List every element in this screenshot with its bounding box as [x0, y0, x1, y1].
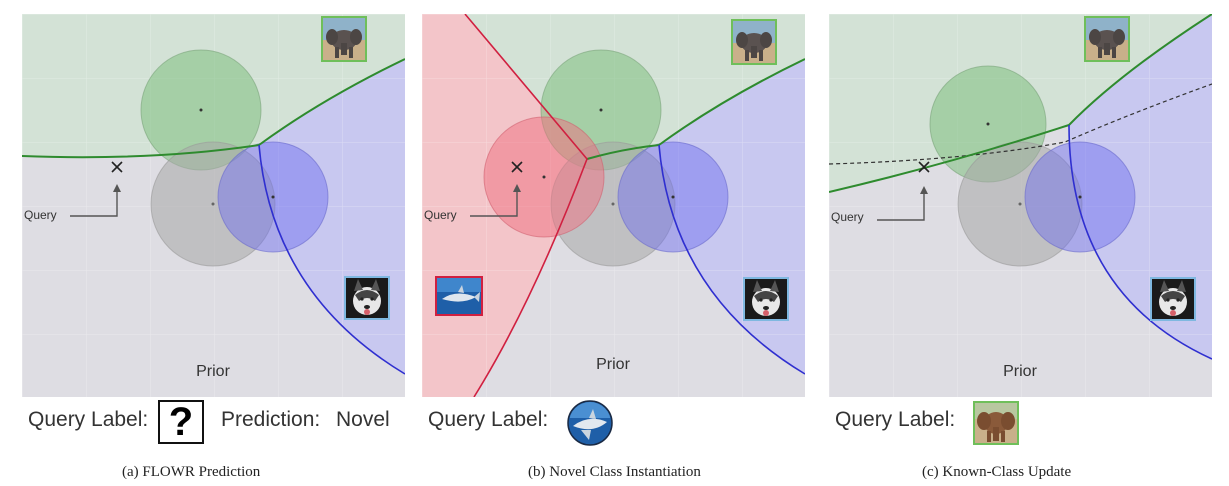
query-label-text: Query Label:	[28, 408, 149, 431]
query-label-text: Query Label:	[835, 408, 956, 431]
dog-boundary-line	[1068, 124, 1212, 360]
prior-label: Prior	[1003, 363, 1037, 380]
elephant-thumbnail-icon	[973, 401, 1019, 445]
panel-b: Query Prior	[422, 14, 805, 397]
query-text: Query	[831, 210, 864, 224]
caption-a: (a) FLOWR Prediction	[122, 464, 261, 480]
prior-label: Prior	[196, 363, 230, 380]
caption-b: (b) Novel Class Instantiation	[528, 464, 701, 480]
shark-thumbnail-icon	[567, 400, 613, 446]
shark-thumbnail-icon	[435, 276, 483, 316]
panel-c-diagram: Query Prior	[829, 14, 1212, 397]
caption-c: (c) Known-Class Update	[922, 464, 1072, 480]
shark-boundary-line	[464, 14, 588, 397]
panel-a: Query Prior	[22, 14, 405, 397]
panel-a-diagram: Query Prior	[22, 14, 405, 397]
dog-boundary-line	[258, 144, 405, 375]
arrow-icon	[70, 190, 118, 217]
elephant-thumbnail-icon	[731, 19, 777, 65]
husky-thumbnail-icon	[344, 276, 390, 320]
panel-b-diagram: Query Prior	[422, 14, 805, 397]
cross-marker-icon	[918, 161, 930, 173]
cross-marker-icon	[511, 161, 523, 173]
previous-boundary-line	[829, 83, 1212, 165]
husky-thumbnail-icon	[743, 277, 789, 321]
query-text: Query	[424, 208, 457, 222]
prediction-text: Prediction:	[221, 408, 321, 431]
query-text: Query	[24, 208, 57, 222]
cross-marker-icon	[111, 161, 123, 173]
husky-thumbnail-icon	[1150, 277, 1196, 321]
arrow-icon	[877, 192, 925, 221]
prior-label: Prior	[596, 356, 630, 373]
unknown-label-box: ?	[158, 400, 204, 444]
dog-boundary-line	[658, 144, 805, 375]
query-label-text: Query Label:	[428, 408, 549, 431]
elephant-thumbnail-icon	[321, 16, 367, 62]
panel-c: Query Prior	[829, 14, 1212, 397]
prediction-value: Novel	[336, 408, 390, 431]
elephant-thumbnail-icon	[1084, 16, 1130, 62]
elephant-boundary-line	[586, 58, 805, 160]
arrow-icon	[470, 190, 518, 217]
